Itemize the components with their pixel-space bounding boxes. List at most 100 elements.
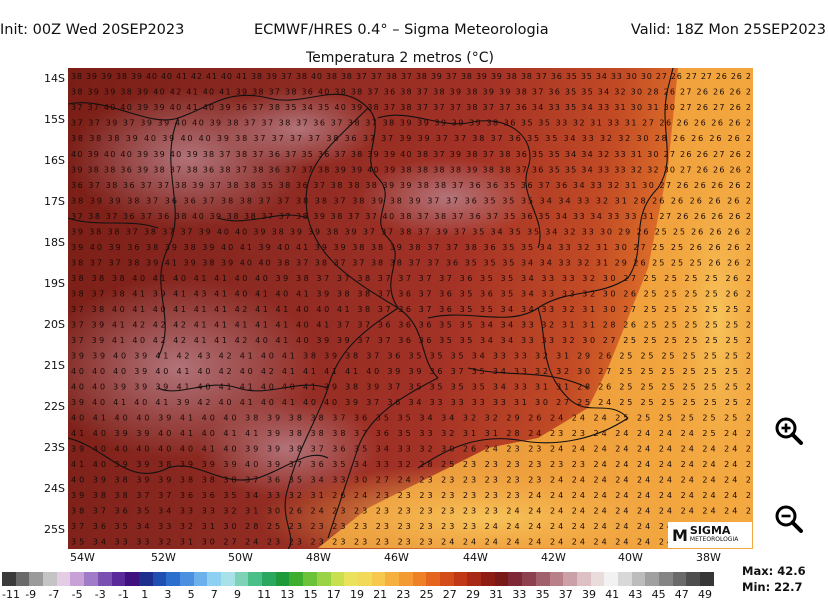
lon-label: 38W	[696, 551, 721, 564]
map-canvas: 38 39 39 38 39 40 40 41 42 41 40 41 38 3…	[68, 68, 753, 549]
zoom-in-icon[interactable]	[774, 416, 804, 446]
colorbar-swatch	[617, 572, 632, 586]
colorbar	[2, 572, 714, 586]
colorbar-label: 33	[512, 588, 527, 601]
init-time-label: Init: 00Z Wed 20SEP2023	[0, 22, 185, 38]
colorbar-swatch	[440, 572, 454, 586]
colorbar-label: 7	[210, 588, 218, 601]
temperature-row: 39 40 39 36 38 39 38 39 40 41 39 40 41 3…	[71, 243, 751, 252]
colorbar-label: 25	[419, 588, 434, 601]
colorbar-swatch	[70, 572, 85, 586]
logo-mark: M	[672, 525, 688, 545]
colorbar-label: 47	[674, 588, 689, 601]
lon-label: 44W	[463, 551, 488, 564]
lat-label: 14S	[44, 72, 65, 85]
colorbar-swatch	[549, 572, 564, 586]
logo-subtitle: METEOROLOGIA	[689, 536, 739, 543]
lon-label: 48W	[306, 551, 331, 564]
max-value: Max: 42.6	[742, 564, 806, 578]
temperature-row: 37 38 37 36 37 36 38 40 39 38 38 37 37 3…	[71, 212, 751, 221]
colorbar-swatch	[15, 572, 30, 586]
colorbar-swatch	[535, 572, 550, 586]
colorbar-swatch	[576, 572, 591, 586]
colorbar-label: 17	[326, 588, 341, 601]
colorbar-label: -1	[118, 588, 129, 601]
colorbar-swatch	[604, 572, 618, 586]
colorbar-label: 11	[257, 588, 272, 601]
temperature-row: 40 39 40 40 39 39 40 39 38 37 38 37 36 3…	[71, 150, 751, 159]
colorbar-label: 3	[164, 588, 172, 601]
temperature-row: 39 38 38 36 39 38 37 38 36 38 37 38 36 3…	[71, 165, 751, 174]
colorbar-swatch	[43, 572, 57, 586]
colorbar-swatch	[508, 572, 523, 586]
colorbar-swatch	[700, 572, 714, 586]
temperature-row: 38 38 38 39 40 39 40 40 39 38 37 37 37 3…	[71, 134, 751, 143]
colorbar-swatch	[686, 572, 701, 586]
colorbar-swatch	[412, 572, 427, 586]
colorbar-label: 43	[628, 588, 643, 601]
min-value: Min: 22.7	[742, 580, 803, 594]
colorbar-label: 27	[442, 588, 457, 601]
valid-time-label: Valid: 18Z Mon 25SEP2023	[630, 22, 826, 38]
lat-label: 25S	[44, 523, 65, 536]
colorbar-swatch	[29, 572, 44, 586]
colorbar-swatch	[371, 572, 386, 586]
temperature-row: 36 37 38 36 37 37 38 39 37 38 38 35 38 3…	[71, 181, 751, 190]
temperature-row: 40 40 39 39 39 41 40 41 41 40 40 41 39 3…	[71, 383, 751, 392]
zoom-out-icon[interactable]	[774, 504, 804, 534]
colorbar-swatch	[659, 572, 673, 586]
colorbar-swatch	[97, 572, 112, 586]
colorbar-swatch	[221, 572, 235, 586]
colorbar-label: 45	[651, 588, 666, 601]
temperature-map[interactable]: 38 39 39 38 39 40 40 41 42 41 40 41 38 3…	[68, 68, 753, 549]
colorbar-swatch	[56, 572, 71, 586]
temperature-row: 39 39 40 39 41 42 43 42 41 40 41 38 39 3…	[71, 352, 751, 361]
colorbar-swatch	[672, 572, 687, 586]
colorbar-label: -5	[71, 588, 83, 601]
colorbar-label: -11	[2, 588, 20, 601]
colorbar-label: 49	[698, 588, 712, 601]
temperature-row: 38 39 39 38 39 40 42 41 40 41 39 38 37 3…	[71, 88, 751, 97]
lat-label: 19S	[44, 277, 65, 290]
colorbar-swatch	[166, 572, 180, 586]
colorbar-label: 31	[489, 588, 504, 601]
colorbar-swatch	[330, 572, 345, 586]
colorbar-swatch	[2, 572, 16, 586]
model-title: ECMWF/HRES 0.4° – Sigma Meteorologia	[254, 22, 549, 38]
lon-label: 40W	[618, 551, 643, 564]
colorbar-label: 21	[373, 588, 388, 601]
colorbar-label: -9	[25, 588, 37, 601]
colorbar-label: 19	[350, 588, 364, 601]
colorbar-swatch	[179, 572, 194, 586]
colorbar-label: 37	[558, 588, 573, 601]
colorbar-label: 41	[605, 588, 620, 601]
colorbar-label: 15	[303, 588, 318, 601]
colorbar-label: 9	[234, 588, 241, 601]
colorbar-label: 1	[141, 588, 149, 601]
temperature-row: 40 40 40 39 40 41 40 42 40 42 41 41 41 4…	[71, 367, 751, 376]
colorbar-swatch	[303, 572, 317, 586]
colorbar-label: 5	[187, 588, 195, 601]
lat-label: 20S	[44, 318, 65, 331]
lat-label: 17S	[44, 195, 65, 208]
colorbar-swatch	[563, 572, 577, 586]
colorbar-swatch	[152, 572, 167, 586]
colorbar-swatch	[234, 572, 249, 586]
colorbar-label: 39	[582, 588, 596, 601]
colorbar-swatch	[494, 572, 509, 586]
temperature-shading	[68, 68, 753, 549]
lat-label: 24S	[44, 482, 65, 495]
colorbar-label: -3	[94, 588, 106, 601]
colorbar-swatch	[357, 572, 372, 586]
temperature-row: 38 37 37 38 39 41 39 38 39 40 40 38 37 3…	[71, 258, 751, 267]
colorbar-swatch	[645, 572, 659, 586]
lat-label: 23S	[44, 441, 65, 454]
lat-label: 22S	[44, 400, 65, 413]
state-borders	[68, 68, 674, 549]
colorbar-swatch	[84, 572, 98, 586]
colorbar-swatch	[275, 572, 290, 586]
colorbar-swatch	[316, 572, 331, 586]
colorbar-swatch	[453, 572, 468, 586]
colorbar-swatch	[289, 572, 304, 586]
lon-label: 50W	[228, 551, 253, 564]
